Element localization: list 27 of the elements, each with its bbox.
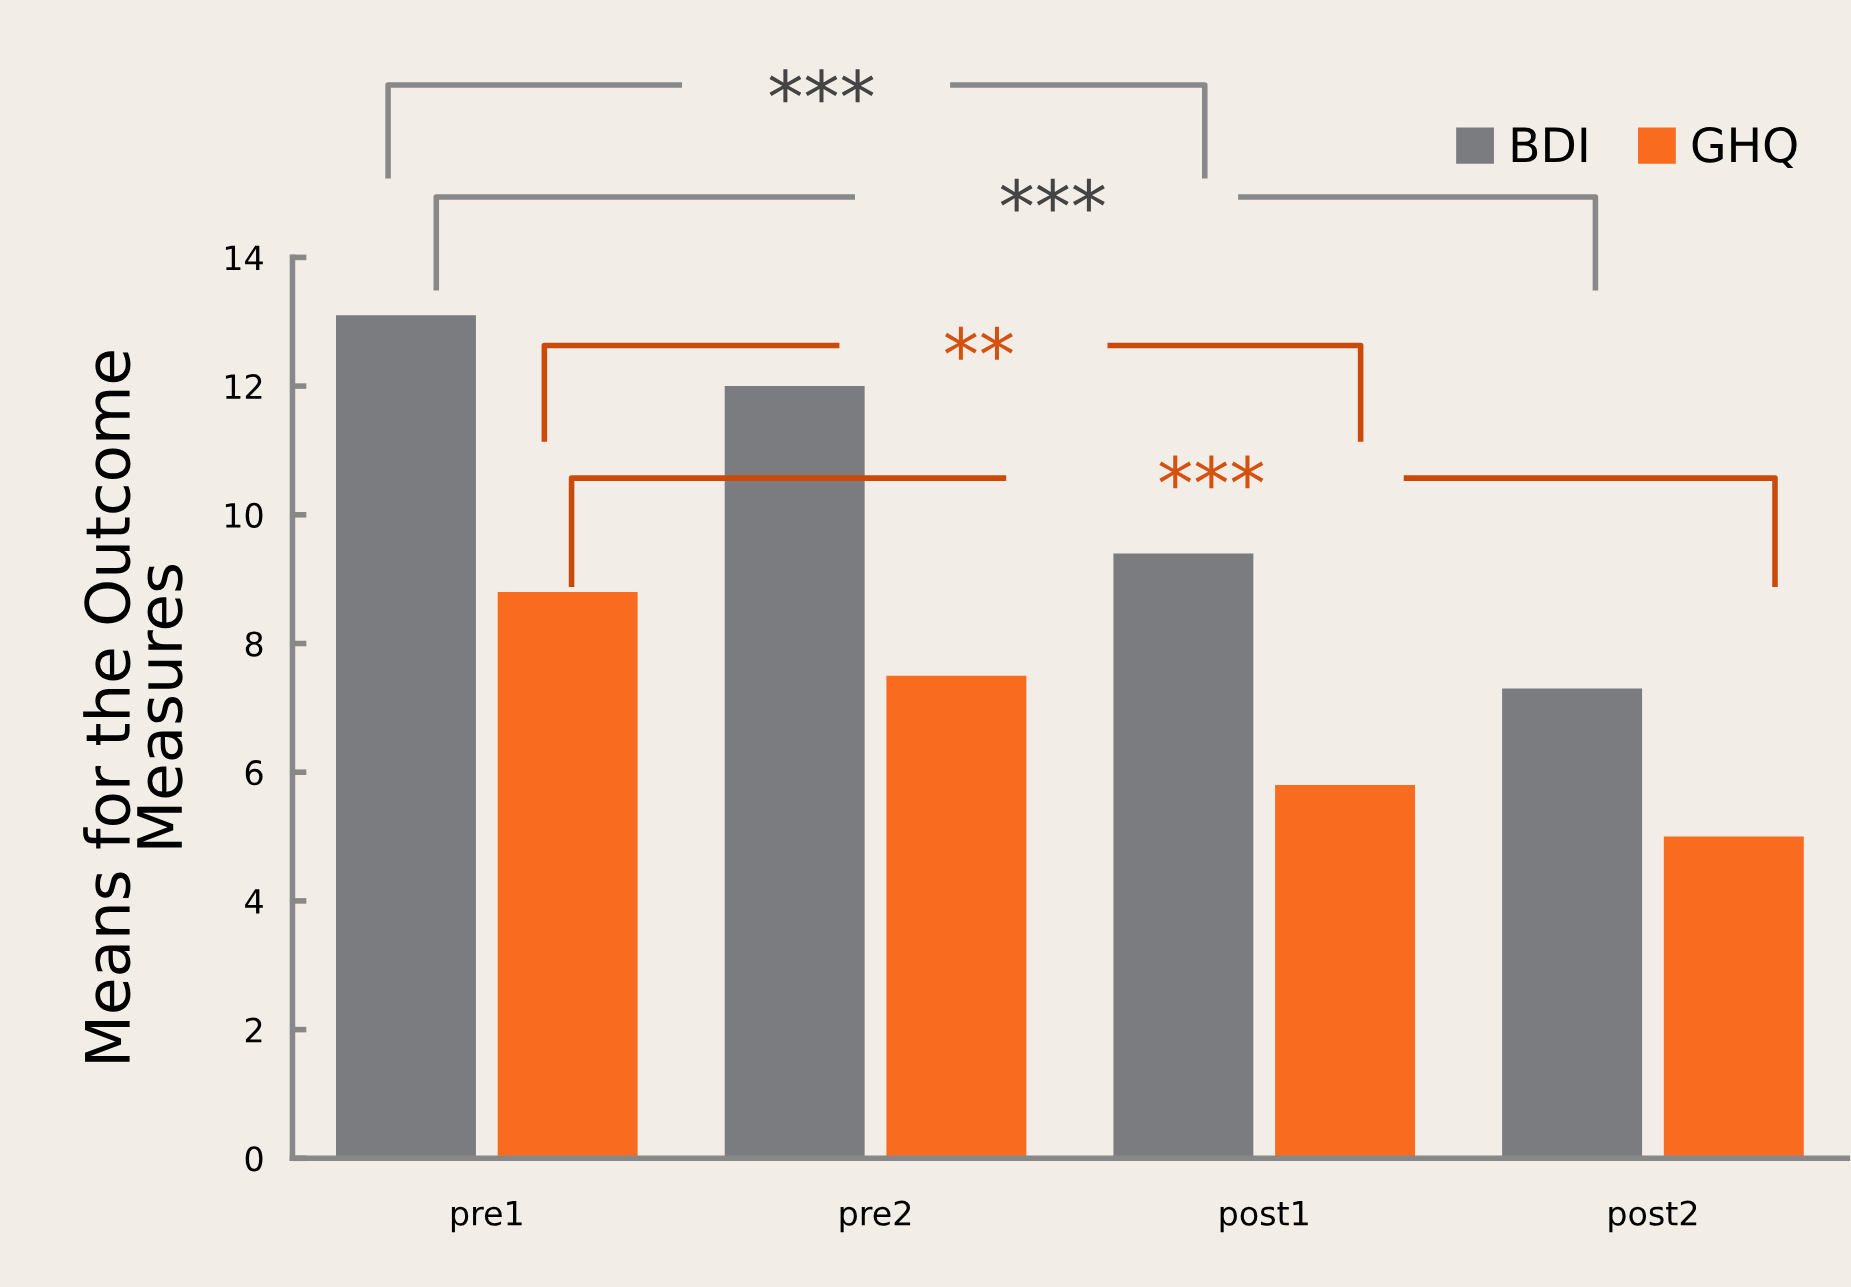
x-tick-label: pre1 (451, 1200, 522, 1233)
y-tick-label: 6 (245, 760, 263, 786)
text: *** (769, 69, 874, 103)
bar (1275, 785, 1416, 1159)
bar (724, 386, 865, 1159)
y-axis-title: Means for the Outcome Measures (83, 351, 183, 1062)
y-tick-label: 2 (245, 1017, 262, 1043)
x-tick-label: post2 (1609, 1200, 1697, 1233)
bar (1113, 553, 1254, 1159)
x-tick-label: pre2 (840, 1200, 911, 1233)
y-tick-label: 12 (225, 374, 262, 399)
y-tick-label: 14 (225, 245, 263, 271)
bar (886, 675, 1027, 1159)
y-tick-label: 10 (225, 502, 263, 528)
y-tick-label: 8 (245, 631, 263, 657)
bar (1502, 688, 1643, 1159)
bar (335, 315, 476, 1159)
legend-label: GHQ (1692, 126, 1797, 169)
bar (497, 592, 638, 1159)
x-tick-label: post1 (1220, 1200, 1308, 1233)
y-tick-label: 4 (245, 889, 263, 914)
text: *** (1000, 178, 1105, 212)
y-tick-label: 0 (245, 1146, 263, 1172)
annotation: *** (1159, 455, 1264, 489)
legend-label: BDI (1512, 127, 1587, 163)
bar (1663, 836, 1804, 1159)
annotation: ** (944, 326, 1013, 360)
